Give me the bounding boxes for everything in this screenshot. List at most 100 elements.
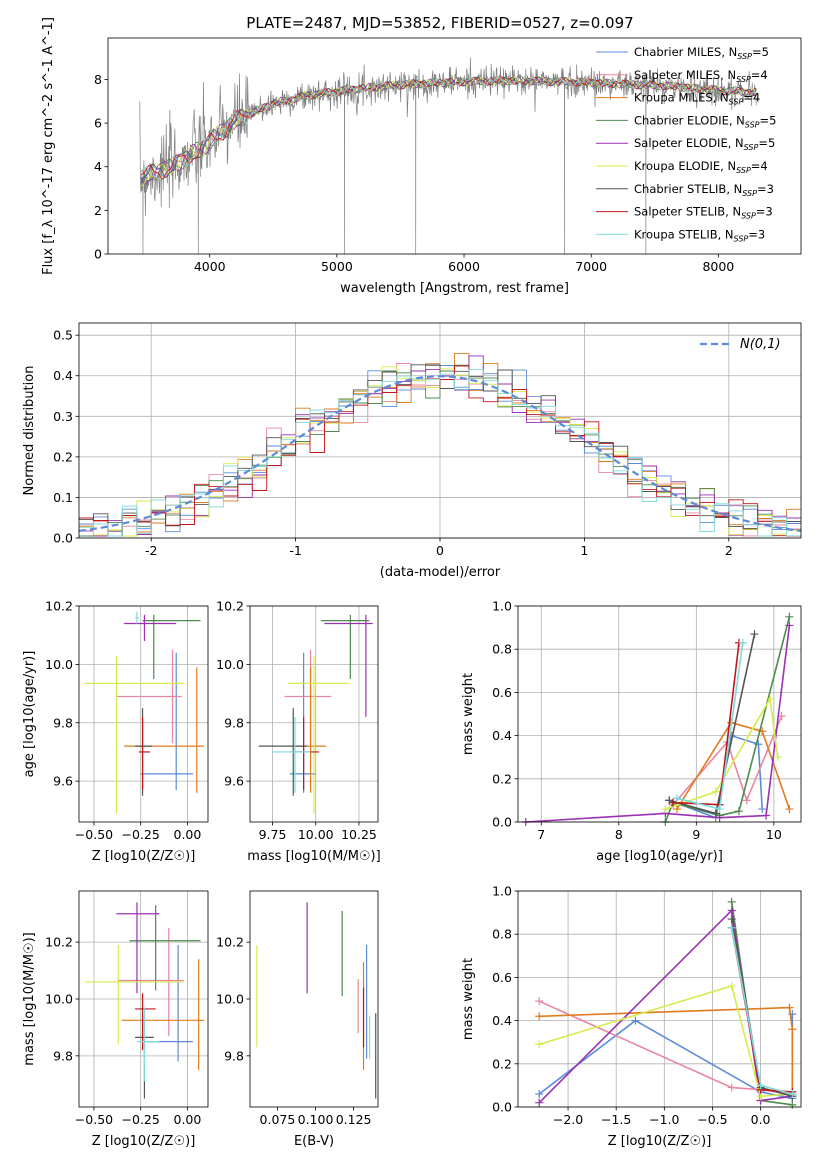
x-tick-label: 10 (766, 827, 782, 842)
x-tick-label: −0.5 (697, 1112, 727, 1127)
weight-line-kroupa-stelib (730, 927, 793, 1095)
legend-entry-salpeter-miles: Salpeter MILES, NSSP=4 (634, 68, 768, 84)
legend-entry-chabrier-miles: Chabrier MILES, NSSP=5 (634, 45, 769, 61)
spectrum-series-group (139, 57, 757, 254)
mass-weight-age-plot-area (521, 612, 794, 826)
legend-entry-chabrier-stelib: Chabrier STELIB, NSSP=3 (634, 182, 774, 198)
weight-marker-salpeter-miles (727, 1083, 736, 1092)
x-axis-label: age [log10(age/yr)] (596, 849, 723, 864)
age-mass-plot-area (258, 614, 373, 814)
figure-title: PLATE=2487, MJD=53852, FIBERID=0527, z=0… (246, 14, 633, 32)
y-tick-label: 10.2 (216, 935, 244, 950)
y-tick-label: 9.6 (224, 774, 244, 789)
y-tick-label: 0.8 (492, 642, 512, 657)
y-tick-label: 0.0 (492, 1100, 512, 1115)
y-tick-label: 1.0 (492, 884, 512, 899)
weight-marker-kroupa-stelib (672, 794, 681, 803)
weight-marker-kroupa-miles (785, 805, 794, 814)
x-axis-label: mass [log10(M/M☉)] (247, 849, 380, 864)
weight-line-kroupa-miles (676, 721, 791, 810)
weight-marker-kroupa-miles (788, 1025, 797, 1034)
mass-Z-plot-area (84, 902, 205, 1099)
x-axis-label: Z [log10(Z/Z☉)] (92, 1134, 196, 1149)
weight-marker-chabrier-elodie (788, 1100, 797, 1109)
x-tick-label: −1.0 (649, 1112, 679, 1127)
mass-EBV-axes: 0.075 0.100 0.125 9.8 10.0 10.2 E(B-V) (216, 890, 379, 1149)
legend-entry-normal: N(0,1) (740, 337, 781, 352)
y-tick-label: 0.4 (492, 728, 512, 743)
x-tick-label: 9.75 (259, 827, 287, 842)
x-tick-label: 6000 (448, 259, 480, 274)
weight-line-kroupa-elodie (538, 984, 793, 1098)
legend-entry-salpeter-elodie: Salpeter ELODIE, NSSP=5 (634, 136, 775, 152)
weight-marker-salpeter-elodie (762, 811, 771, 820)
y-tick-label: 10.2 (216, 599, 244, 614)
legend-entry-kroupa-elodie: Kroupa ELODIE, NSSP=4 (634, 159, 768, 175)
axes-frame (249, 605, 379, 823)
x-tick-label: -1 (289, 543, 301, 558)
x-axis-label: Z [log10(Z/Z☉)] (608, 1134, 712, 1149)
weight-marker-kroupa-elodie (661, 805, 670, 814)
mass-weight-vs-age-panel: 7 8 9 10 0.0 0.2 0.4 0.6 0.8 1.0 age [log10(age/yr… (461, 599, 802, 864)
weight-marker-salpeter-miles (742, 796, 751, 805)
y-tick-label: 9.8 (53, 715, 73, 730)
y-tick-label: 8 (94, 72, 102, 87)
weight-marker-kroupa-miles (785, 1003, 794, 1012)
y-tick-label: 0.2 (53, 449, 73, 464)
legend-entry-salpeter-stelib: Salpeter STELIB, NSSP=3 (634, 205, 773, 221)
y-tick-label: 0.1 (53, 490, 73, 505)
x-tick-label: −0.50 (75, 1112, 113, 1127)
y-axis-label: mass [log10(M/M☉)] (22, 932, 37, 1065)
weight-marker-chabrier-miles (631, 1016, 640, 1025)
x-tick-label: 5000 (321, 259, 353, 274)
x-tick-label: 8000 (702, 259, 734, 274)
y-tick-label: 0.4 (492, 1013, 512, 1028)
residuals-axes: -2 -1 0 1 2 0.0 0.1 0.2 0.3 0.4 0.5 (data-model)/er… (22, 322, 802, 580)
y-tick-label: 1.0 (492, 599, 512, 614)
model-spectrum-kroupa-stelib (140, 76, 757, 181)
residual-histogram-panel: -2 -1 0 1 2 0.0 0.1 0.2 0.3 0.4 0.5 (data-model)/er… (22, 322, 802, 580)
weight-marker-chabrier-miles (758, 805, 767, 814)
y-tick-label: 0.0 (53, 531, 73, 546)
weight-marker-kroupa-elodie (765, 694, 774, 703)
y-tick-label: 9.8 (224, 715, 244, 730)
y-tick-label: 4 (94, 159, 102, 174)
mass-Z-axes: −0.50 −0.25 0.00 9.8 10.0 10.2 Z [log10(Z/Z☉)]… (22, 890, 209, 1149)
x-tick-label: 8 (615, 827, 623, 842)
weight-marker-kroupa-elodie (773, 753, 782, 762)
age-mass-axes: 9.75 10.00 10.25 9.6 9.8 10.0 10.2 mass [log10(… (216, 599, 381, 865)
weight-line-chabrier-elodie (730, 901, 793, 1106)
y-tick-label: 6 (94, 116, 102, 131)
weight-marker-kroupa-miles (535, 1012, 544, 1021)
y-tick-label: 10.0 (45, 657, 73, 672)
y-tick-label: 2 (94, 203, 102, 218)
x-axis-label: Z [log10(Z/Z☉)] (92, 849, 196, 864)
weight-line-kroupa-miles (539, 1006, 794, 1094)
x-tick-label: −0.25 (122, 1112, 160, 1127)
weight-marker-salpeter-elodie (727, 906, 736, 915)
x-tick-label: 4000 (194, 259, 226, 274)
weight-marker-salpeter-elodie (535, 1098, 544, 1107)
y-tick-label: 0 (94, 247, 102, 262)
weight-marker-kroupa-elodie (535, 1040, 544, 1049)
mass-Z-grid (79, 891, 208, 1107)
x-tick-label: 10.00 (298, 827, 334, 842)
weight-marker-salpeter-elodie (785, 621, 794, 630)
mass-weight-age-axes: 7 8 9 10 0.0 0.2 0.4 0.6 0.8 1.0 age [log10(age/yr… (461, 599, 802, 864)
axes-frame (517, 890, 802, 1108)
y-tick-label: 0.2 (492, 771, 512, 786)
x-tick-label: −1.5 (601, 1112, 631, 1127)
y-tick-label: 9.6 (53, 774, 73, 789)
axes-frame (249, 890, 379, 1108)
weight-marker-chabrier-stelib (665, 796, 674, 805)
age-Z-grid (79, 605, 208, 822)
weight-marker-kroupa-elodie (727, 982, 736, 991)
weight-marker-salpeter-elodie (715, 813, 724, 822)
x-tick-label: −0.50 (75, 827, 113, 842)
axes-frame (517, 605, 802, 823)
x-axis-label: wavelength [Angstrom, rest frame] (340, 281, 569, 296)
x-tick-label: 1 (580, 543, 588, 558)
y-tick-label: 0.5 (53, 328, 73, 343)
y-tick-label: 10.0 (45, 992, 73, 1007)
y-tick-label: 9.8 (53, 1048, 73, 1063)
